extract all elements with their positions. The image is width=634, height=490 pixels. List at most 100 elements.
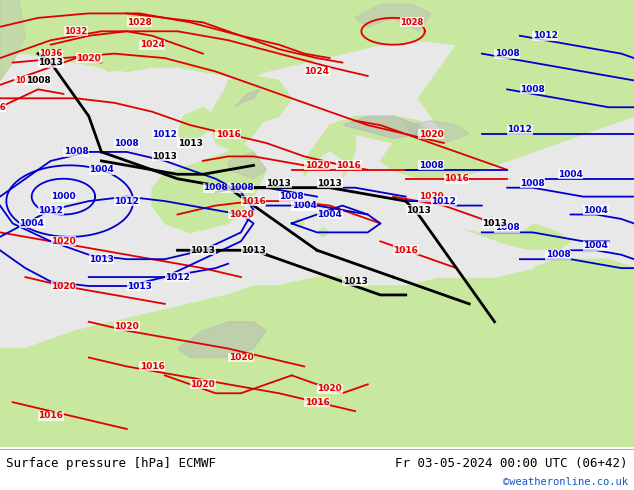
Polygon shape [571,143,609,206]
Text: ©weatheronline.co.uk: ©weatheronline.co.uk [503,477,628,487]
Polygon shape [292,219,304,228]
Text: 1013: 1013 [406,205,431,215]
Polygon shape [380,215,444,241]
Text: 1012: 1012 [165,272,190,282]
Text: 1016: 1016 [304,398,330,407]
Text: 1020: 1020 [317,384,342,393]
Text: 1008: 1008 [63,147,89,156]
Text: 1008: 1008 [520,85,545,94]
Text: 1008: 1008 [495,49,520,58]
Text: 1000: 1000 [51,192,75,201]
Text: Fr 03-05-2024 00:00 UTC (06+42): Fr 03-05-2024 00:00 UTC (06+42) [395,457,628,470]
Text: 1028: 1028 [127,18,152,27]
Text: 1013: 1013 [38,58,63,67]
Text: 1020: 1020 [228,353,254,362]
Text: 1012: 1012 [38,205,63,215]
Text: Surface pressure [hPa] ECMWF: Surface pressure [hPa] ECMWF [6,457,216,470]
Text: 1016: 1016 [393,246,418,255]
Text: 1020: 1020 [51,281,76,291]
Text: 1008: 1008 [279,192,304,201]
Text: 1020: 1020 [76,53,101,63]
Text: 1016: 1016 [216,129,241,139]
Polygon shape [342,116,418,139]
Polygon shape [228,152,266,179]
Text: 1020: 1020 [418,192,444,201]
Text: 1013: 1013 [266,179,292,188]
Text: 1012: 1012 [114,196,139,206]
Polygon shape [418,45,634,179]
Text: 1013: 1013 [152,152,178,161]
Text: 1020: 1020 [418,129,444,139]
Polygon shape [317,228,330,237]
Text: 1028: 1028 [401,18,424,27]
Text: 1012: 1012 [152,129,178,139]
Text: 1008: 1008 [203,183,228,192]
Text: 1008: 1008 [228,183,254,192]
Polygon shape [0,0,25,80]
Polygon shape [355,0,456,36]
Polygon shape [0,0,25,80]
Polygon shape [222,76,292,125]
Text: 1036: 1036 [39,49,62,58]
Text: 1020: 1020 [304,161,330,170]
Polygon shape [380,134,482,179]
Text: 1012: 1012 [507,125,533,134]
Text: 1008: 1008 [520,179,545,188]
Polygon shape [178,322,266,358]
Text: 1040: 1040 [15,76,36,85]
Text: 1013: 1013 [190,246,216,255]
Polygon shape [165,206,545,295]
Text: 1012: 1012 [533,31,558,40]
Text: 1008: 1008 [418,161,444,170]
Text: 1012: 1012 [431,196,456,206]
Text: 1020: 1020 [228,210,254,219]
Polygon shape [304,0,393,40]
Text: 1008: 1008 [495,223,520,232]
Text: 1024: 1024 [139,40,165,49]
Text: 1020: 1020 [114,322,139,331]
Polygon shape [355,4,431,31]
Text: 1004: 1004 [317,210,342,219]
Text: 1013: 1013 [317,179,342,188]
Polygon shape [406,121,469,143]
Text: 1013: 1013 [127,281,152,291]
Text: 1004: 1004 [558,170,583,179]
Text: 1004: 1004 [292,201,317,210]
Polygon shape [0,259,634,447]
Polygon shape [456,0,634,72]
Text: 1008: 1008 [114,139,139,147]
Polygon shape [304,152,342,206]
Text: 1016: 1016 [444,174,469,183]
Text: 1016: 1016 [38,411,63,420]
Text: 1016: 1016 [139,362,165,371]
Text: 16: 16 [0,103,6,112]
Polygon shape [89,49,139,72]
Polygon shape [209,80,266,152]
Text: 1013: 1013 [178,139,203,147]
Text: 1020: 1020 [51,237,76,246]
Text: 1013: 1013 [342,277,368,286]
Text: 1032: 1032 [65,27,87,36]
Polygon shape [456,215,571,250]
Text: 1013: 1013 [482,219,507,228]
Text: 1016: 1016 [336,161,361,170]
Text: 1016: 1016 [241,196,266,206]
Polygon shape [178,107,216,143]
Polygon shape [235,89,260,107]
Text: 1013: 1013 [241,246,266,255]
Text: 1024: 1024 [304,67,330,76]
Polygon shape [0,0,634,80]
Polygon shape [304,125,355,196]
Polygon shape [152,143,266,232]
Polygon shape [317,277,634,447]
Text: 1020: 1020 [190,380,216,389]
Polygon shape [330,116,431,143]
Text: 1004: 1004 [583,241,609,250]
Polygon shape [431,196,545,232]
Text: 1013: 1013 [89,255,114,264]
Text: 1008: 1008 [545,250,571,259]
Text: 1004: 1004 [583,205,609,215]
Text: 1008: 1008 [25,76,51,85]
Text: 1004: 1004 [89,165,114,174]
Text: 1004: 1004 [19,219,44,228]
